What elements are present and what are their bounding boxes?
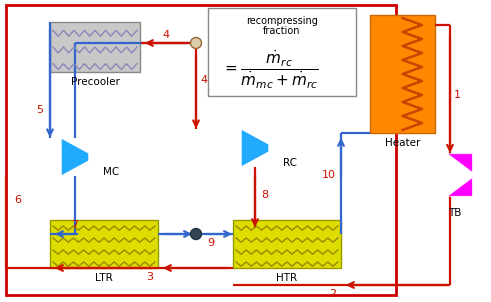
Text: 8: 8 (261, 190, 269, 200)
Text: Heater: Heater (385, 138, 420, 148)
Polygon shape (61, 138, 89, 176)
Bar (50, 22, 140, 72)
Circle shape (191, 37, 201, 49)
Text: 4: 4 (163, 30, 169, 40)
Text: 9: 9 (207, 238, 215, 248)
Bar (370, 15, 435, 133)
Text: $= \dfrac{\dot{m}_{rc}}{\dot{m}_{mc}+\dot{m}_{rc}}$: $= \dfrac{\dot{m}_{rc}}{\dot{m}_{mc}+\do… (222, 49, 319, 91)
Text: LTR: LTR (95, 273, 113, 283)
Polygon shape (447, 178, 472, 196)
Text: RC: RC (283, 158, 297, 168)
Text: 7: 7 (71, 220, 79, 230)
Bar (208, 8, 356, 96)
Text: Precooler: Precooler (71, 77, 119, 87)
Text: MC: MC (103, 167, 119, 177)
Text: 6: 6 (15, 195, 22, 205)
Text: 4: 4 (200, 75, 208, 85)
Text: 3: 3 (146, 272, 154, 282)
Text: 5: 5 (36, 105, 44, 115)
Text: 10: 10 (322, 170, 336, 180)
Bar (233, 220, 341, 268)
Circle shape (191, 229, 201, 239)
Text: 1: 1 (454, 90, 461, 100)
Text: 2: 2 (329, 289, 336, 299)
Bar (6, 5, 396, 295)
Text: recompressing: recompressing (246, 16, 318, 26)
Text: TB: TB (448, 208, 462, 218)
Text: HTR: HTR (276, 273, 298, 283)
Polygon shape (241, 129, 269, 167)
Bar (50, 220, 158, 268)
Text: fraction: fraction (263, 26, 301, 36)
Polygon shape (447, 154, 472, 172)
